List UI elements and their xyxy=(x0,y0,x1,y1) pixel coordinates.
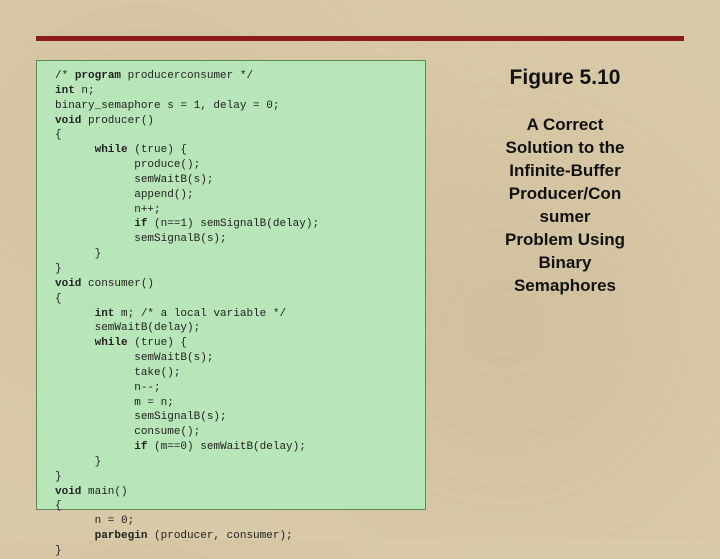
figure-caption: A CorrectSolution to theInfinite-BufferP… xyxy=(446,114,684,298)
code-line: int m; /* a local variable */ xyxy=(55,307,413,322)
code-line: semSignalB(s); xyxy=(55,232,413,247)
code-line: produce(); xyxy=(55,158,413,173)
code-line: semWaitB(delay); xyxy=(55,321,413,336)
figure-label: Figure 5.10 xyxy=(446,66,684,90)
code-line: void consumer() xyxy=(55,277,413,292)
code-line: while (true) { xyxy=(55,336,413,351)
code-line: } xyxy=(55,247,413,262)
code-line: } xyxy=(55,470,413,485)
code-line: } xyxy=(55,455,413,470)
code-line: { xyxy=(55,292,413,307)
code-line: consume(); xyxy=(55,425,413,440)
code-line: { xyxy=(55,128,413,143)
code-line: while (true) { xyxy=(55,143,413,158)
code-line: } xyxy=(55,544,413,559)
code-line: { xyxy=(55,499,413,514)
code-line: take(); xyxy=(55,366,413,381)
code-line: } xyxy=(55,262,413,277)
code-line: semSignalB(s); xyxy=(55,410,413,425)
code-line: semWaitB(s); xyxy=(55,173,413,188)
code-line: if (m==0) semWaitB(delay); xyxy=(55,440,413,455)
code-line: append(); xyxy=(55,188,413,203)
code-line: /* program producerconsumer */ xyxy=(55,69,413,84)
code-line: n++; xyxy=(55,203,413,218)
code-line: void producer() xyxy=(55,114,413,129)
code-listing: /* program producerconsumer */int n;bina… xyxy=(36,60,426,510)
code-line: n--; xyxy=(55,381,413,396)
code-line: if (n==1) semSignalB(delay); xyxy=(55,217,413,232)
code-line: binary_semaphore s = 1, delay = 0; xyxy=(55,99,413,114)
code-line: semWaitB(s); xyxy=(55,351,413,366)
figure-text: Figure 5.10 A CorrectSolution to theInfi… xyxy=(446,60,684,510)
code-line: int n; xyxy=(55,84,413,99)
code-line: void main() xyxy=(55,485,413,500)
code-line: m = n; xyxy=(55,396,413,411)
code-line: parbegin (producer, consumer); xyxy=(55,529,413,544)
slide-content: /* program producerconsumer */int n;bina… xyxy=(36,60,684,510)
horizontal-rule xyxy=(36,36,684,41)
code-line: n = 0; xyxy=(55,514,413,529)
